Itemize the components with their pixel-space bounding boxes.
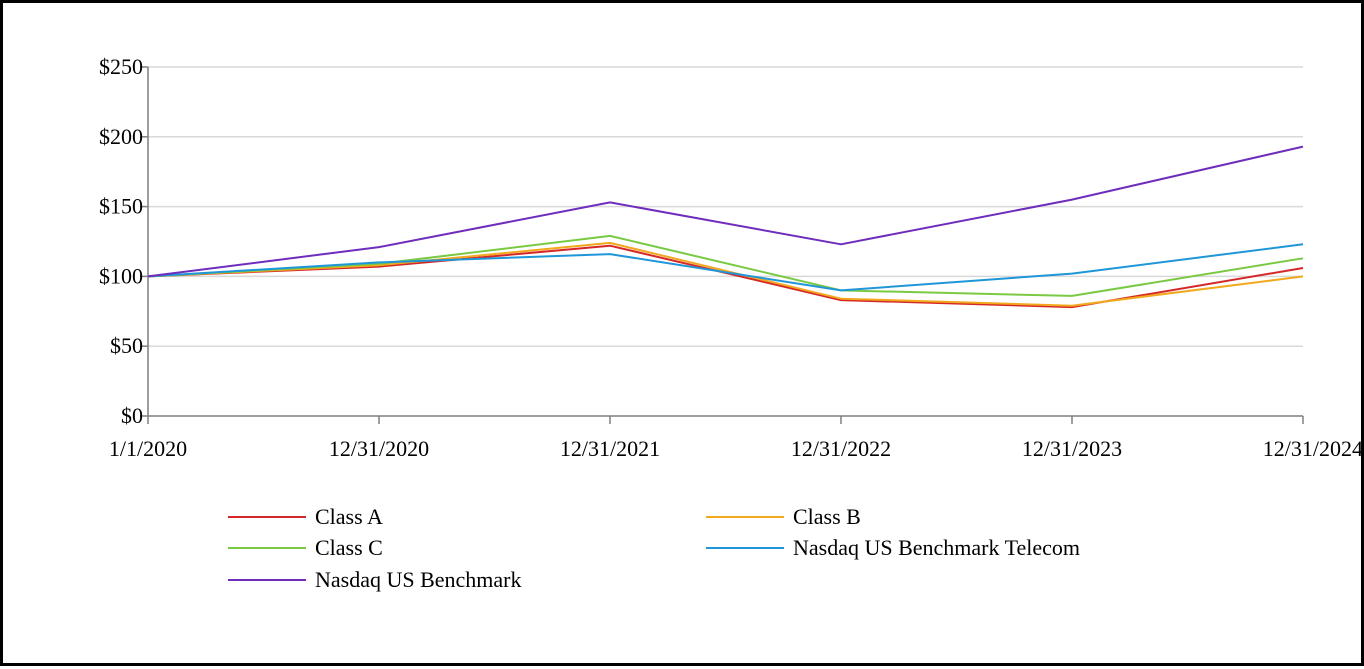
y-tick-label: $50 [110,333,143,358]
y-tick-label: $100 [99,263,143,288]
x-tick-label: 12/31/2022 [791,436,891,461]
series-lines [147,145,1304,309]
series-line-nasdaq-us-benchmark [147,145,1304,278]
legend-label: Class C [315,535,383,560]
legend-item-nasdaq-us-benchmark: Nasdaq US Benchmark [228,567,522,592]
x-tick-label: 12/31/2023 [1022,436,1122,461]
gridlines [148,66,1303,347]
y-tick-label: $200 [99,124,143,149]
legend-label: Class A [315,504,383,529]
series-line-class-b [147,241,1304,307]
series-line-nasdaq-us-benchmark-telecom [147,243,1304,292]
x-tick-label: 12/31/2020 [329,436,429,461]
legend-item-class-b: Class B [706,504,861,529]
legend-label: Class B [793,504,861,529]
y-tick-label: $150 [99,194,143,219]
x-tick-label: 12/31/2021 [560,436,660,461]
y-tick-label: $0 [121,403,143,428]
legend-item-nasdaq-us-benchmark-telecom: Nasdaq US Benchmark Telecom [706,535,1080,560]
series-line-class-c [147,234,1304,297]
legend-label: Nasdaq US Benchmark [315,567,522,592]
legend-label: Nasdaq US Benchmark Telecom [793,535,1080,560]
line-chart: $0 $50 $100 $150 $200 $250 1/1/2020 12/31/2020… [99,54,1363,592]
y-tick-label: $250 [99,54,143,79]
legend-item-class-a: Class A [228,504,383,529]
axes [147,67,1303,417]
legend: Class A Class B Class C Nasdaq US Benchmark… [228,504,1080,592]
y-axis-ticks: $0 $50 $100 $150 $200 $250 [99,54,148,428]
x-axis-ticks: 1/1/2020 12/31/2020 12/31/2021 12/31/2022 12… [109,416,1363,461]
legend-item-class-c: Class C [228,535,383,560]
x-tick-label: 12/31/2024 [1263,436,1363,461]
x-tick-label: 1/1/2020 [109,436,187,461]
